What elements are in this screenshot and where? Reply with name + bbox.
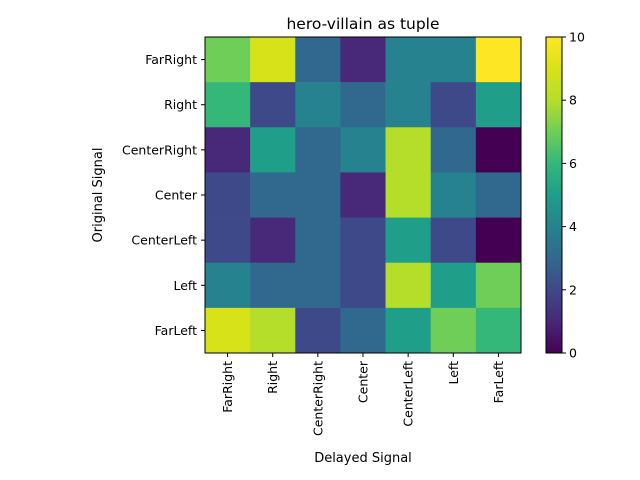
heatmap-cell [340, 127, 386, 173]
heatmap-cell [340, 262, 386, 309]
heatmap-cell [250, 217, 296, 264]
heatmap-cell [430, 262, 477, 309]
y-tick-label: CenterRight [122, 142, 197, 157]
x-tick-label: FarRight [220, 361, 235, 413]
heatmap-cell [250, 307, 296, 354]
heatmap-cell [385, 262, 432, 309]
heatmap-cell [430, 307, 477, 354]
colorbar-tick-label: 2 [569, 282, 577, 297]
heatmap-cell [475, 127, 522, 173]
heatmap-cell [430, 127, 477, 173]
x-tick-label: CenterLeft [401, 361, 416, 427]
y-tick-label: Left [173, 278, 197, 293]
x-axis-ticks: FarRight Right CenterRight Center CenterLeft… [220, 353, 506, 436]
heatmap-cell [295, 307, 341, 354]
heatmap-cell [475, 262, 522, 309]
colorbar-tick-label: 6 [569, 156, 577, 171]
colorbar-tick-label: 0 [569, 346, 577, 361]
x-tick-label: Right [265, 361, 280, 394]
heatmap-cell [430, 82, 477, 128]
heatmap-cell [430, 217, 477, 264]
heatmap-cell [205, 307, 251, 354]
heatmap-cell [340, 37, 386, 83]
heatmap-cell [250, 37, 296, 83]
x-tick-label: Left [446, 361, 461, 385]
heatmap-cell [205, 82, 251, 128]
colorbar-ticks: 0 2 4 6 8 10 [562, 30, 585, 361]
heatmap-cell [205, 217, 251, 264]
heatmap-cell [340, 82, 386, 128]
heatmap-cell [475, 217, 522, 264]
heatmap-cell [385, 307, 432, 354]
x-tick-label: Center [356, 360, 371, 403]
heatmap-cell [475, 82, 522, 128]
heatmap-cell [475, 307, 522, 354]
heatmap-cell [295, 262, 341, 309]
colorbar-tick-label: 10 [569, 30, 585, 45]
x-axis-label: Delayed Signal [314, 451, 412, 466]
heatmap-cell [250, 127, 296, 173]
heatmap-cell [205, 127, 251, 173]
colorbar-tick-label: 4 [569, 219, 577, 234]
heatmap-cell [475, 172, 522, 218]
heatmap-cell [385, 82, 432, 128]
heatmap-cell [340, 307, 386, 354]
heatmap-cell [295, 172, 341, 218]
heatmap-cell [340, 172, 386, 218]
heatmap-cell [205, 172, 251, 218]
y-tick-label: FarLeft [155, 323, 197, 338]
heatmap-cell [385, 37, 432, 83]
y-axis-ticks: FarRight Right CenterRight Center CenterLeft… [122, 52, 205, 338]
colorbar [545, 36, 563, 354]
heatmap-cell [475, 37, 522, 83]
heatmap-cell [340, 217, 386, 264]
heatmap-cell [295, 37, 341, 83]
x-tick-label: CenterRight [310, 361, 325, 436]
heatmap-cell [385, 127, 432, 173]
colorbar-tick-label: 8 [569, 93, 577, 108]
heatmap-cell [430, 37, 477, 83]
heatmap-cell [250, 172, 296, 218]
heatmap-cell [250, 262, 296, 309]
y-tick-label: Center [155, 188, 198, 203]
heatmap-cell [295, 217, 341, 264]
y-tick-label: FarRight [145, 52, 197, 67]
heatmap-cell [295, 82, 341, 128]
x-tick-label: FarLeft [491, 361, 506, 403]
y-axis-label: Original Signal [91, 148, 106, 243]
heatmap-cell [430, 172, 477, 218]
heatmap-cell [250, 82, 296, 128]
heatmap-cell [205, 37, 251, 83]
chart-title: hero-villain as tuple [286, 15, 439, 33]
heatmap-cell [385, 172, 432, 218]
heatmap-cell [205, 262, 251, 309]
y-tick-label: CenterLeft [131, 233, 197, 248]
heatmap-cells [205, 37, 522, 354]
heatmap-cell [295, 127, 341, 173]
y-tick-label: Right [164, 97, 197, 112]
heatmap-cell [385, 217, 432, 264]
